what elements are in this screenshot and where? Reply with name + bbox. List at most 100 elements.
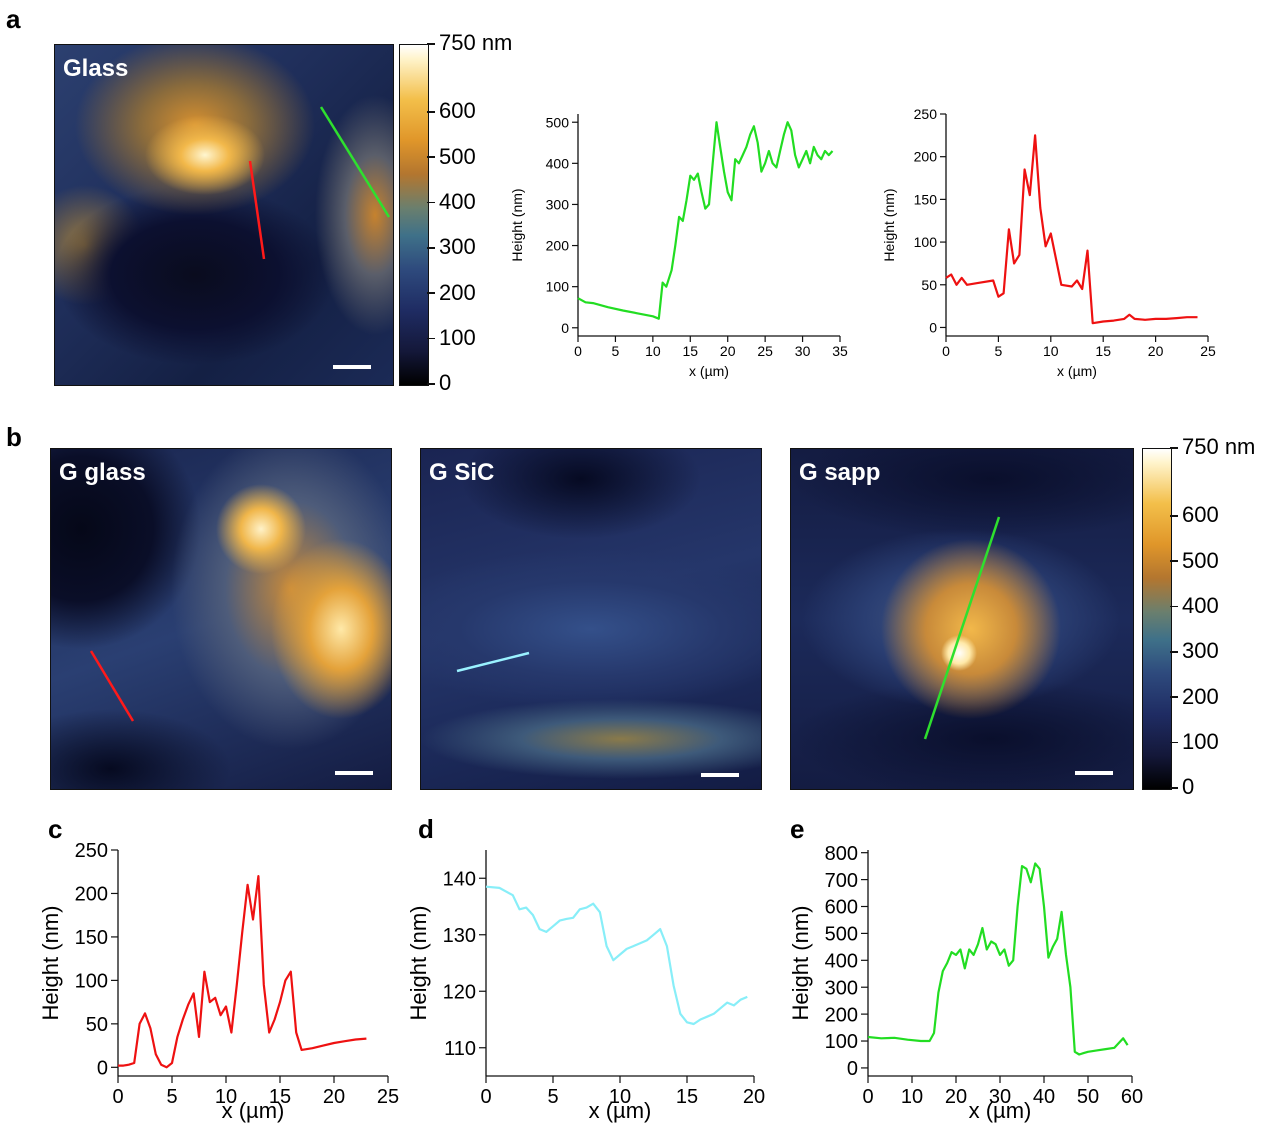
x-tick-label: 50 [1077, 1086, 1099, 1108]
line-profile-g-sapp [923, 516, 1001, 740]
y-tick-label: 110 [444, 1038, 476, 1060]
x-tick-label: 20 [720, 343, 736, 359]
y-tick-label: 300 [546, 196, 570, 212]
colorbar-tick [1170, 741, 1178, 744]
x-tick-label: 20 [945, 1086, 967, 1108]
panel-letter-c: c [48, 814, 63, 844]
y-tick-label: 0 [561, 320, 569, 336]
plot-e: 0 10 20 30 40 50 600100200300400500600700800x … [790, 843, 1143, 1123]
scale-bar-g-glass [335, 771, 373, 775]
x-tick-label: 20 [323, 1086, 345, 1108]
colorbar-b [1142, 448, 1172, 790]
colorbar-label: 200 [439, 279, 476, 305]
colorbar-tick [427, 156, 435, 158]
colorbar-a [399, 44, 429, 386]
profile-line-green [319, 106, 391, 218]
x-tick-label: 5 [995, 343, 1003, 359]
series-line [577, 121, 834, 320]
y-tick-label: 100 [546, 279, 570, 295]
y-tick-label: 0 [929, 320, 937, 336]
x-tick-label: 0 [574, 343, 582, 359]
line-profiles-glass [248, 106, 391, 260]
x-tick-label: 15 [1095, 343, 1111, 359]
colorbar-tick [1170, 696, 1178, 698]
colorbar-tick [1170, 560, 1178, 562]
x-tick-label: 15 [682, 343, 698, 359]
x-axis-label: x (µm) [689, 363, 729, 379]
y-tick-label: 50 [86, 1014, 108, 1036]
y-tick-label: 100 [914, 234, 938, 250]
scale-bar-g-sapp [1075, 771, 1113, 775]
y-axis-label: Height (nm) [40, 906, 63, 1021]
y-tick-label: 200 [825, 1004, 858, 1026]
colorbar-tick [427, 337, 435, 340]
colorbar-label: 500 [439, 143, 476, 169]
x-tick-label: 35 [832, 343, 848, 359]
x-axis-label: x (µm) [1057, 363, 1097, 379]
y-axis-label: Height (nm) [408, 906, 431, 1021]
x-tick-label: 30 [795, 343, 811, 359]
colorbar-tick [427, 43, 435, 45]
afm-image-g-glass: G glass [50, 448, 392, 790]
colorbar-tick [427, 247, 435, 249]
afm-label-g-sic: G SiC [429, 459, 495, 486]
afm-image-g-sic: G SiC [420, 448, 762, 790]
colorbar-label: 400 [439, 189, 476, 215]
x-tick-label: 0 [480, 1086, 491, 1108]
y-tick-label: 700 [825, 870, 858, 892]
x-tick-label: 20 [743, 1086, 765, 1108]
x-tick-label: 5 [166, 1086, 177, 1108]
colorbar-label: 300 [1182, 638, 1219, 664]
y-tick-label: 0 [97, 1058, 108, 1080]
colorbar-tick [427, 383, 435, 385]
x-tick-label: 15 [269, 1086, 291, 1108]
x-axis-label: x (µm) [222, 1098, 285, 1123]
y-tick-label: 500 [825, 924, 858, 946]
x-tick-label: 15 [676, 1086, 698, 1108]
y-axis-label: Height (nm) [509, 188, 525, 261]
x-tick-label: 25 [757, 343, 773, 359]
y-axis-label: Height (nm) [881, 188, 897, 261]
y-tick-label: 600 [825, 897, 858, 919]
series-line [485, 885, 748, 1026]
y-tick-label: 200 [75, 884, 108, 906]
profile-line-red-g-glass [89, 650, 135, 722]
afm-label-g-sapp: G sapp [799, 459, 881, 486]
x-tick-label: 10 [645, 343, 661, 359]
colorbar-tick [1170, 787, 1178, 789]
y-tick-label: 150 [75, 927, 108, 949]
colorbar-label: 500 [1182, 547, 1219, 573]
y-axis-label: Height (nm) [790, 906, 813, 1021]
colorbar-label: 200 [1182, 683, 1219, 709]
afm-image-g-sapp: G sapp [790, 448, 1134, 790]
line-profile-g-sic [456, 651, 530, 673]
colorbar-label: 750 nm [1182, 434, 1256, 460]
plot-a-green: 0 5 10 15 20 25 30 35 0 100 200 300 400 500 x (µm) Heig… [509, 114, 848, 379]
afm-label-glass: Glass [63, 55, 129, 82]
y-tick-label: 250 [75, 840, 108, 862]
colorbar-tick [1170, 605, 1178, 608]
x-tick-label: 25 [377, 1086, 399, 1108]
x-axis-label: x (µm) [969, 1098, 1032, 1123]
x-tick-label: 60 [1121, 1086, 1143, 1108]
afm-image-glass: Glass [54, 44, 394, 386]
colorbar-label: 600 [439, 98, 476, 124]
colorbar-label: 400 [1182, 593, 1219, 619]
y-tick-label: 0 [847, 1058, 858, 1080]
plot-d: 0 5 10 15 20 110 120 130 140 x (µm) Height (nm) [408, 850, 765, 1123]
profile-line-green-g-sapp [923, 516, 1001, 740]
x-tick-label: 10 [1043, 343, 1059, 359]
x-tick-label: 40 [1033, 1086, 1055, 1108]
x-tick-label: 10 [901, 1086, 923, 1108]
y-tick-label: 200 [914, 149, 938, 165]
x-tick-label: 0 [112, 1086, 123, 1108]
series-line [867, 862, 1129, 1056]
scale-bar [333, 365, 371, 369]
x-tick-label: 20 [1148, 343, 1164, 359]
y-tick-label: 130 [443, 925, 476, 947]
panel-letter-a: a [6, 4, 21, 34]
y-tick-label: 150 [914, 191, 938, 207]
profile-line-cyan [456, 651, 530, 673]
